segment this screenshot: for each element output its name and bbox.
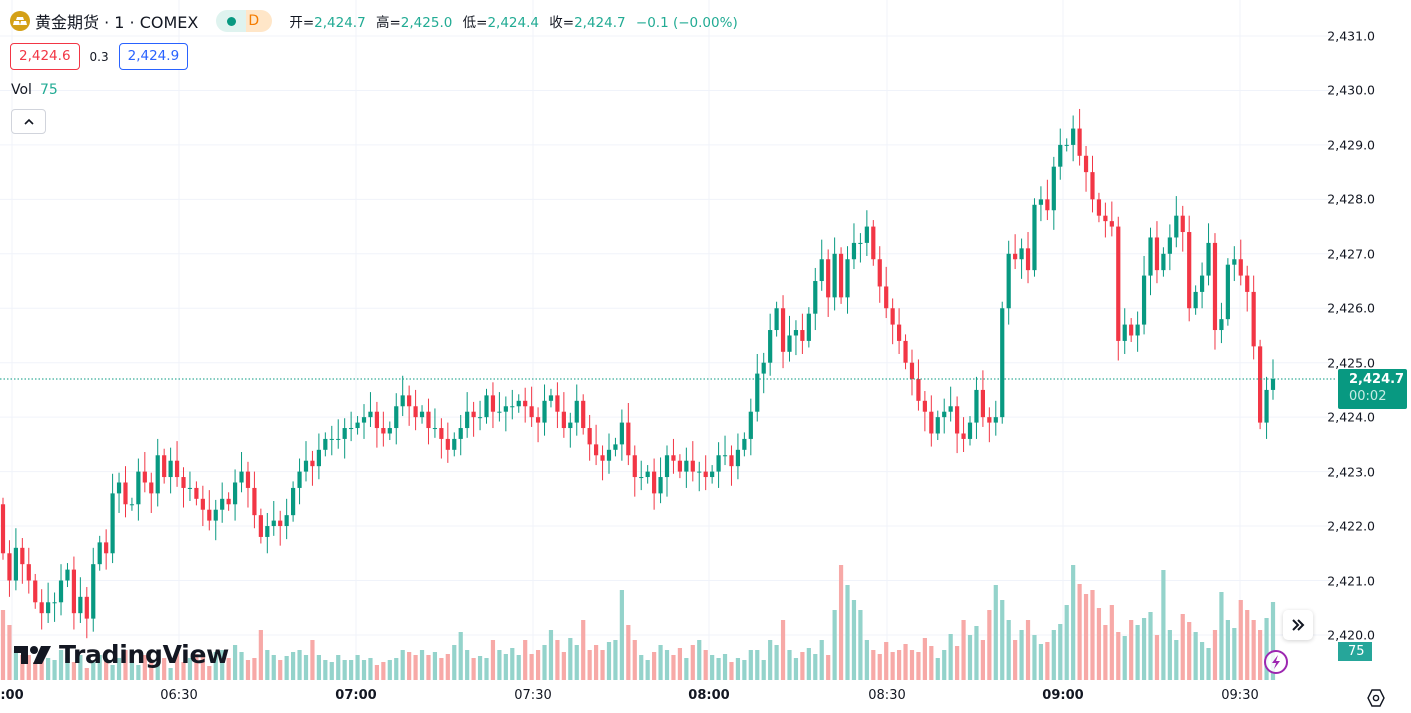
market-open-dot-icon xyxy=(226,16,236,26)
lightning-icon xyxy=(1272,655,1280,669)
time-axis-label: :00 xyxy=(0,688,24,703)
bar-countdown: 00:02 xyxy=(1349,389,1387,404)
volume-histogram xyxy=(0,565,1276,680)
volume-value: 75 xyxy=(39,82,58,98)
time-axis-label: 08:30 xyxy=(868,688,906,703)
price-axis-label: 2,431.0 xyxy=(1327,28,1375,44)
collapse-legend-button[interactable] xyxy=(11,109,46,134)
change-value: −0.1 (−0.00%) xyxy=(635,15,738,31)
ohlc-values: 开=2,424.7 高=2,425.0 低=2,424.4 收=2,424.7 … xyxy=(289,11,743,31)
buy-button[interactable]: 2,424.9 xyxy=(118,43,189,70)
time-axis-label: 07:30 xyxy=(514,688,552,703)
symbol-title[interactable]: 黄金期货 · 1 · COMEX xyxy=(35,13,199,32)
open-value: 2,424.7 xyxy=(314,15,366,31)
price-axis-label: 2,421.0 xyxy=(1327,573,1375,588)
volume-legend[interactable]: Vol 75 xyxy=(11,82,58,98)
scroll-to-realtime-button[interactable] xyxy=(1283,610,1313,640)
double-chevron-right-icon xyxy=(1292,619,1305,631)
price-axis-label: 2,426.0 xyxy=(1327,300,1375,316)
time-axis-label: 09:30 xyxy=(1221,688,1259,703)
last-price-value: 2,424.7 xyxy=(1349,372,1405,387)
price-axis-label: 2,420.0 xyxy=(1327,627,1375,643)
logo-text: TradingView xyxy=(59,640,229,669)
last-price-tag: 2,424.7 00:02 xyxy=(1338,369,1407,409)
price-axis-label: 2,424.0 xyxy=(1327,409,1375,425)
tradingview-logo-icon xyxy=(14,645,51,664)
price-axis-label: 2,427.0 xyxy=(1327,246,1375,262)
volume-label: Vol xyxy=(11,82,32,98)
price-axis-label: 2,430.0 xyxy=(1327,82,1375,98)
bid-ask-quotes: 2,424.6 0.3 2,424.9 xyxy=(10,43,189,70)
open-label: 开= xyxy=(289,15,315,31)
tradingview-logo[interactable]: TradingView xyxy=(14,640,229,669)
price-axis-label: 2,428.0 xyxy=(1327,191,1375,207)
high-label: 高= xyxy=(375,15,401,31)
time-axis-label: 07:00 xyxy=(335,688,377,703)
lightning-alert-button[interactable] xyxy=(1264,650,1288,674)
close-label: 收= xyxy=(549,15,575,31)
close-value: 2,424.7 xyxy=(574,15,626,31)
spread-value: 0.3 xyxy=(89,49,109,64)
symbol-legend: 黄金期货 · 1 · COMEX D 开=2,424.7 高=2,425.0 低… xyxy=(10,9,744,33)
time-axis-label: 06:30 xyxy=(160,688,198,703)
price-axis-label: 2,425.0 xyxy=(1327,355,1375,371)
chart-grid xyxy=(0,0,1335,680)
time-axis-label: 08:00 xyxy=(688,688,730,703)
settings-hexagon-icon xyxy=(1367,689,1385,707)
market-status-pill[interactable]: D xyxy=(216,10,273,32)
gold-bars-icon xyxy=(10,11,30,31)
sell-button[interactable]: 2,424.6 xyxy=(10,43,80,70)
last-volume-tag: 75 xyxy=(1338,642,1372,661)
low-value: 2,424.4 xyxy=(487,15,539,31)
price-axis-label: 2,429.0 xyxy=(1327,137,1375,153)
chart-settings-button[interactable] xyxy=(1366,688,1386,708)
high-value: 2,425.0 xyxy=(400,15,453,31)
price-axis-label: 2,422.0 xyxy=(1327,518,1375,534)
low-label: 低= xyxy=(462,15,488,31)
time-axis-label: 09:00 xyxy=(1042,688,1084,703)
delayed-badge: D xyxy=(246,10,273,32)
chevron-up-icon xyxy=(23,118,34,125)
price-axis-label: 2,423.0 xyxy=(1327,464,1375,480)
candlestick-series xyxy=(0,108,1276,639)
